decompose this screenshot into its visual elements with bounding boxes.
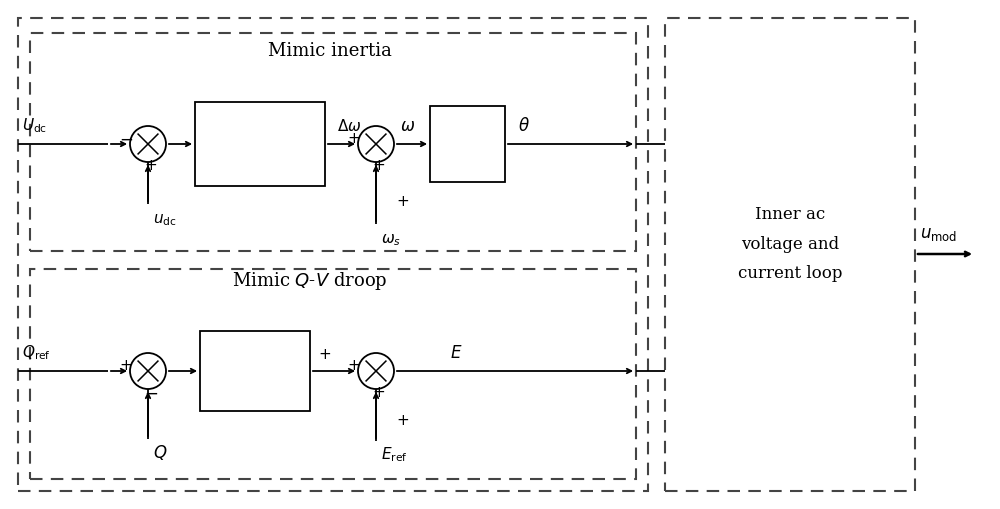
Text: voltage and: voltage and (741, 236, 839, 252)
Text: $\omega$: $\omega$ (400, 118, 415, 134)
Bar (30, 269, 636, 479)
Text: $+$: $+$ (396, 195, 409, 209)
Bar (30, 33, 636, 251)
Text: $\Delta\omega$: $\Delta\omega$ (337, 118, 362, 134)
Text: $+$: $+$ (318, 348, 331, 362)
Text: $+$: $+$ (396, 414, 409, 428)
Text: $M_{\rm vir}$: $M_{\rm vir}$ (244, 154, 276, 174)
Text: current loop: current loop (738, 266, 842, 282)
Text: $E$: $E$ (450, 345, 462, 361)
Text: $U_{\rm dc}$: $U_{\rm dc}$ (22, 117, 47, 135)
Text: Inner ac: Inner ac (755, 206, 825, 222)
Text: $Q$: $Q$ (153, 443, 167, 463)
Text: $+$: $+$ (119, 359, 133, 373)
Bar (430, 106, 505, 182)
Text: $1$: $1$ (254, 119, 266, 137)
Text: $s$: $s$ (462, 153, 473, 171)
Text: $Q_{\rm ref}$: $Q_{\rm ref}$ (22, 344, 51, 362)
Bar (195, 102, 325, 186)
Text: $\omega_s$: $\omega_s$ (381, 232, 401, 248)
Text: $1$: $1$ (461, 120, 474, 138)
Text: $u_{\rm mod}$: $u_{\rm mod}$ (920, 225, 957, 242)
Text: $-$: $-$ (119, 130, 133, 148)
Text: $k_{\rm Q}$: $k_{\rm Q}$ (244, 360, 266, 382)
Text: $+$: $+$ (372, 386, 386, 400)
Bar (200, 331, 310, 411)
Text: $E_{\rm ref}$: $E_{\rm ref}$ (381, 446, 408, 464)
Text: $u_{\rm dc}$: $u_{\rm dc}$ (153, 212, 177, 228)
Text: Mimic $Q$-$V$ droop: Mimic $Q$-$V$ droop (232, 270, 388, 292)
Text: $+$: $+$ (347, 132, 361, 146)
Text: $+$: $+$ (372, 159, 386, 173)
Bar (665, 18, 915, 491)
Text: $\theta$: $\theta$ (518, 117, 530, 135)
Bar (18, 18, 648, 491)
Text: $+$: $+$ (347, 359, 361, 373)
Text: $-$: $-$ (144, 384, 158, 402)
Text: $+$: $+$ (144, 159, 158, 173)
Text: Mimic inertia: Mimic inertia (268, 42, 392, 60)
